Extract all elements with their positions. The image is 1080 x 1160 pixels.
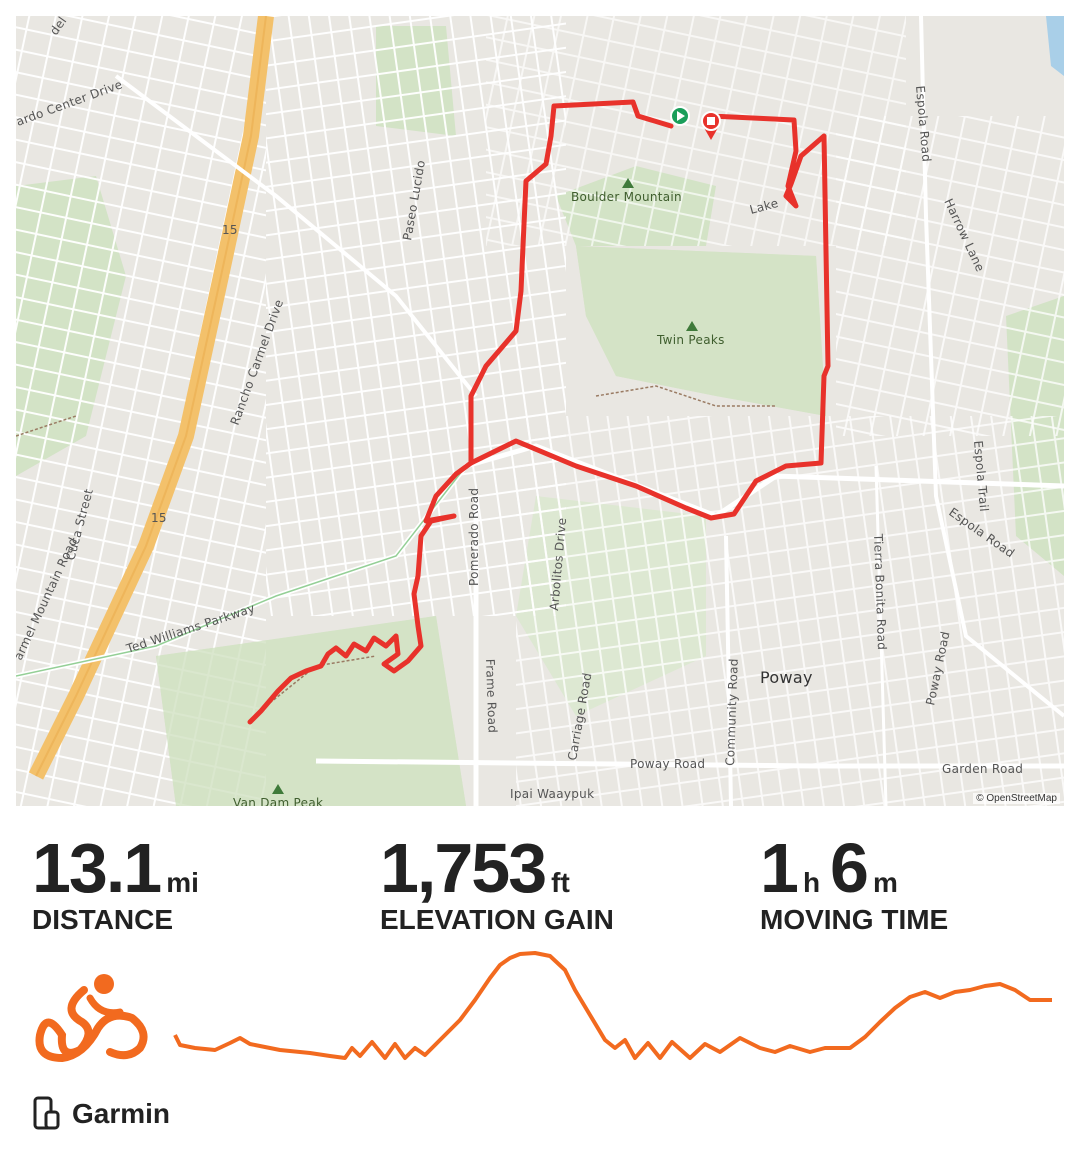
svg-text:15: 15 [151,511,167,525]
svg-text:Ipai Waaypuk: Ipai Waaypuk [510,787,594,801]
stat-elevation: 1,753 ft ELEVATION GAIN [380,830,614,936]
minutes-value: 6 [830,829,869,907]
route-map[interactable]: del Norte ardo Center Drive 15 15 Paseo … [16,16,1064,806]
svg-text:Espola Trail: Espola Trail [971,440,991,512]
svg-text:Frame Road: Frame Road [483,659,500,734]
water [1046,16,1064,76]
device-info: Garmin [32,1096,170,1132]
svg-text:Tierra Bonita Road: Tierra Bonita Road [871,533,889,651]
svg-text:Twin Peaks: Twin Peaks [656,333,725,347]
end-marker[interactable] [701,111,721,140]
svg-text:Espola Road: Espola Road [913,85,934,163]
route-branch [468,99,674,466]
svg-text:Van Dam Peak: Van Dam Peak [233,796,323,806]
cycling-icon [35,974,148,1063]
hours-unit: h [802,867,821,898]
elevation-line [173,951,1052,1060]
moving-time-label: MOVING TIME [760,904,949,935]
svg-text:Garden Road: Garden Road [942,762,1023,776]
stat-distance: 13.1 mi DISTANCE [32,830,209,936]
distance-label: DISTANCE [32,904,174,935]
svg-text:Pomerado Road: Pomerado Road [467,488,481,586]
svg-text:Boulder Mountain: Boulder Mountain [571,190,682,204]
svg-text:15: 15 [222,223,238,237]
trails [16,385,776,707]
streets [16,16,1064,806]
route-line [247,113,831,725]
elevation-profile [35,951,1052,1063]
stop-icon [707,117,715,125]
phone-watch-icon [33,1096,60,1130]
play-icon [677,111,685,121]
minutes-unit: m [872,867,898,898]
elevation-label: ELEVATION GAIN [380,904,614,935]
elevation-unit: ft [551,867,570,898]
map-canvas: del Norte ardo Center Drive 15 15 Paseo … [16,16,1064,806]
device-name: Garmin [72,1098,171,1129]
start-marker[interactable] [670,106,690,126]
distance-unit: mi [166,867,199,898]
svg-text:Poway: Poway [760,668,813,687]
distance-value: 13.1 [32,829,162,907]
elevation-value: 1,753 [380,829,547,907]
svg-text:Community Road: Community Road [723,658,741,766]
svg-text:Poway Road: Poway Road [630,757,705,771]
hours-value: 1 [760,829,799,907]
map-attribution[interactable]: © OpenStreetMap [973,793,1060,804]
